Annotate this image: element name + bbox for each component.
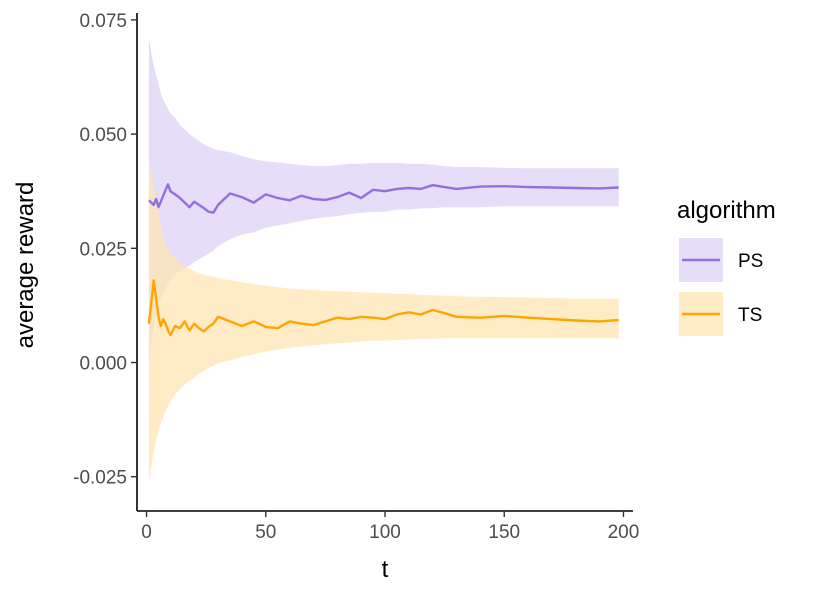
x-axis-title: t: [382, 556, 389, 583]
line-ps: [148, 183, 619, 214]
legend-label-ps: PS: [738, 251, 763, 272]
x-tick-label: 50: [255, 522, 276, 543]
y-tick-label: 0.025: [79, 239, 127, 260]
legend-title: algorithm: [677, 197, 776, 224]
band-ps: [148, 38, 619, 363]
x-tick-label: 0: [141, 522, 152, 543]
y-tick-label: 0.050: [79, 125, 127, 146]
y-axis-title: average reward: [12, 182, 39, 349]
line-ts: [147, 279, 619, 337]
x-tick-label: 150: [488, 522, 520, 543]
y-tick-label: -0.025: [73, 468, 127, 489]
band-ts: [148, 161, 619, 484]
y-tick-label: 0.000: [79, 354, 127, 375]
y-tick-label: 0.075: [79, 11, 127, 32]
series-lines: [147, 183, 619, 337]
legend-label-ts: TS: [738, 305, 762, 326]
confidence-bands: [148, 38, 619, 484]
x-tick-label: 100: [369, 522, 401, 543]
axes: -0.025 0.000 0.025 0.050 0.075 0 50 100 150 200: [73, 11, 639, 543]
x-tick-label: 200: [608, 522, 640, 543]
legend: algorithm PS TS: [677, 197, 776, 336]
